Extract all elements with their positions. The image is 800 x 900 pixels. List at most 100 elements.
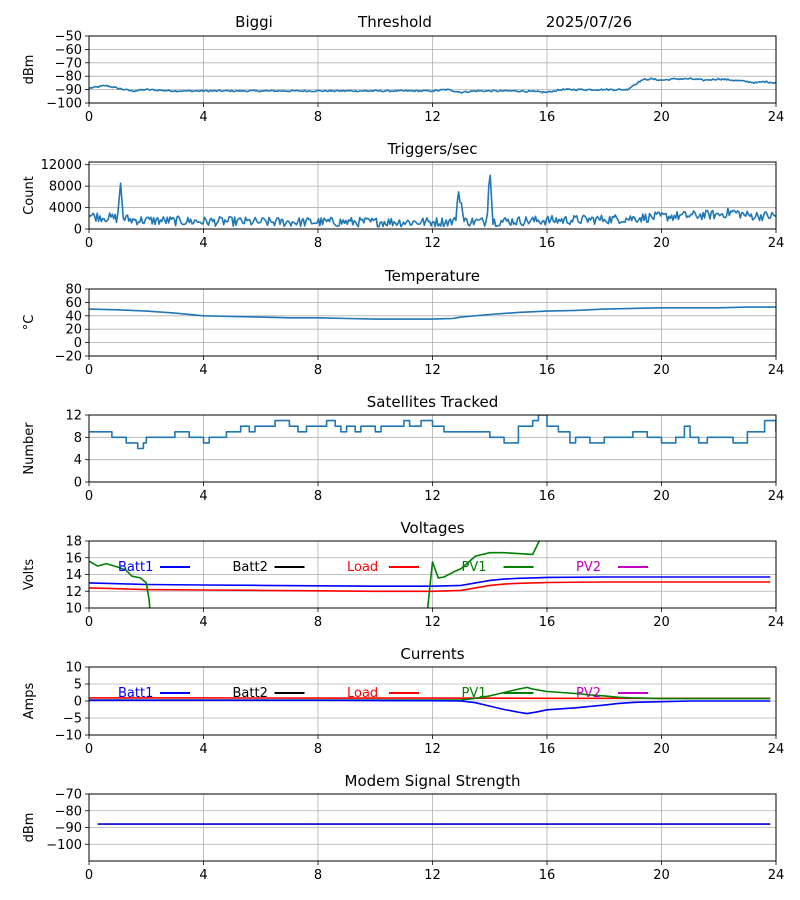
x-tick-label: 20	[653, 489, 670, 504]
legend-label: Batt1	[118, 686, 153, 701]
y-tick-label: 80	[65, 283, 82, 298]
series-line	[89, 415, 776, 450]
plot-frame	[88, 414, 777, 483]
series-line-batt1	[89, 576, 771, 587]
y-tick-label: 18	[65, 535, 82, 550]
y-axis-label: dBm	[22, 813, 37, 843]
x-tick-label: 8	[314, 236, 322, 251]
x-tick-label: 24	[768, 236, 785, 251]
y-tick-label: 8	[74, 431, 82, 446]
chart-title: Satellites Tracked	[367, 393, 498, 411]
y-tick-label: −20	[55, 350, 82, 365]
header-station: Biggi	[235, 13, 273, 31]
y-tick-label: −60	[55, 43, 82, 58]
chart-modem: 0 4 8 12 16 20 24 −100 −90 −80−70 Modem Signal Str…	[22, 772, 784, 883]
series-group	[89, 541, 771, 608]
y-tick-label: 0	[74, 336, 82, 351]
y-tick-label: 12	[65, 585, 82, 600]
x-tick-label: 8	[314, 489, 322, 504]
plot-frame	[88, 666, 777, 736]
y-tick-label: −70	[55, 56, 82, 71]
y-axis-label: Count	[22, 176, 37, 215]
plot-frame	[88, 540, 777, 609]
y-tick-label: 4000	[49, 201, 82, 216]
y-tick-label: −100	[46, 838, 82, 853]
plot-frame	[88, 793, 777, 862]
chart-triggers: 0 4 8 12 16 20 24 0 4000 8000 12000 Triggers/sec Cou…	[22, 140, 784, 251]
y-tick-label: −80	[55, 804, 82, 819]
x-tick-label: 20	[653, 110, 670, 125]
plot-frame	[88, 161, 777, 230]
x-tick-label: 20	[653, 363, 670, 378]
x-tick-label: 16	[539, 110, 556, 125]
x-tick-label: 12	[424, 110, 441, 125]
x-tick-label: 4	[199, 615, 207, 630]
series-line	[89, 306, 776, 320]
series-line	[89, 174, 776, 228]
series-group	[89, 77, 776, 94]
y-tick-label: 5	[74, 678, 82, 693]
y-tick-label: 12	[65, 409, 82, 424]
x-tick-label: 12	[424, 868, 441, 883]
series-group	[89, 686, 771, 715]
legend-label: PV2	[576, 560, 601, 575]
y-axis-label: Number	[22, 422, 37, 475]
series-line-load	[89, 581, 771, 593]
x-tick-label: 24	[768, 742, 785, 757]
x-tick-label: 24	[768, 615, 785, 630]
x-tick-label: 0	[85, 110, 93, 125]
y-tick-label: 20	[65, 323, 82, 338]
y-tick-label: 8000	[49, 180, 82, 195]
y-tick-label: 60	[65, 296, 82, 311]
plot-frame	[88, 288, 777, 357]
x-tick-label: 20	[653, 615, 670, 630]
plot-frame	[88, 35, 777, 104]
header-label: Threshold	[357, 13, 432, 31]
y-tick-label: 0	[74, 476, 82, 491]
x-tick-label: 8	[314, 742, 322, 757]
chart-title: Temperature	[384, 267, 480, 285]
y-tick-label: 16	[65, 551, 82, 566]
legend-label: PV1	[462, 560, 487, 575]
y-tick-label: 4	[74, 453, 82, 468]
x-tick-label: 16	[539, 615, 556, 630]
y-axis-label: dBm	[22, 55, 37, 85]
x-tick-label: 8	[314, 615, 322, 630]
y-tick-label: −70	[55, 788, 82, 803]
x-tick-label: 4	[199, 236, 207, 251]
x-tick-label: 0	[85, 489, 93, 504]
legend-label: PV1	[462, 686, 487, 701]
chart-title: Currents	[400, 645, 464, 663]
y-tick-label: −10	[55, 729, 82, 744]
x-tick-label: 24	[768, 489, 785, 504]
x-tick-label: 20	[653, 868, 670, 883]
x-tick-label: 4	[199, 110, 207, 125]
series-line-pv1	[89, 686, 771, 701]
x-tick-label: 12	[424, 236, 441, 251]
x-tick-label: 16	[539, 489, 556, 504]
legend-label: Batt1	[118, 560, 153, 575]
series-line-batt1	[89, 699, 771, 715]
x-tick-label: 16	[539, 363, 556, 378]
y-tick-label: 40	[65, 309, 82, 324]
x-tick-label: 8	[314, 868, 322, 883]
y-tick-label: 12000	[41, 158, 82, 173]
y-tick-label: −90	[55, 821, 82, 836]
chart-title: Triggers/sec	[387, 140, 478, 158]
x-tick-label: 4	[199, 868, 207, 883]
x-tick-label: 0	[85, 363, 93, 378]
x-tick-label: 12	[424, 363, 441, 378]
y-tick-label: −5	[63, 712, 82, 727]
x-tick-label: 0	[85, 868, 93, 883]
x-tick-label: 8	[314, 110, 322, 125]
legend-label: Batt2	[233, 560, 268, 575]
y-tick-label: 10	[65, 661, 82, 676]
x-tick-label: 12	[424, 615, 441, 630]
y-tick-label: −90	[55, 83, 82, 98]
x-tick-label: 0	[85, 236, 93, 251]
